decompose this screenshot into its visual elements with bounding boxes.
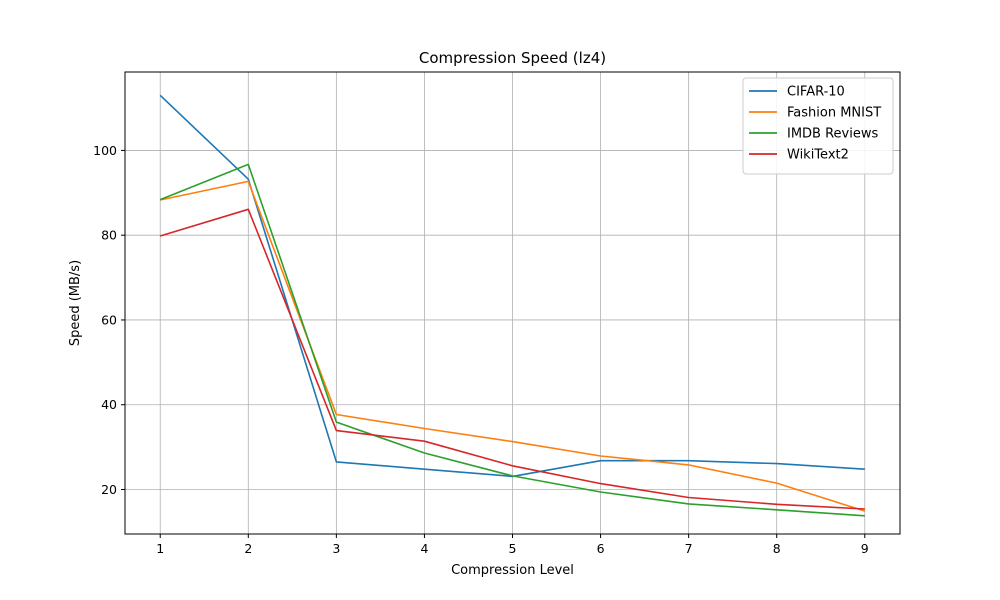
legend-entry-label: IMDB Reviews — [787, 127, 878, 142]
series-lines — [159, 94, 866, 517]
legend-box — [742, 77, 894, 175]
x-axis-label: Compression Level — [451, 563, 574, 578]
x-tick-label: 7 — [685, 541, 693, 556]
y-tick-label: 40 — [101, 397, 117, 412]
legend-entry-label: CIFAR-10 — [787, 85, 845, 100]
x-tick-label: 5 — [509, 541, 517, 556]
x-tick-label: 6 — [597, 541, 605, 556]
series-line-wikitext2 — [159, 208, 865, 510]
x-tick-label: 2 — [244, 541, 252, 556]
legend: CIFAR-10 Fashion MNIST IMDB Reviews WikiTex… — [742, 77, 894, 175]
chart-title: Compression Speed (lz4) — [419, 49, 606, 67]
series-line-fashion-mnist — [160, 180, 866, 512]
x-tick-label: 4 — [420, 541, 428, 556]
y-tick-label: 60 — [101, 312, 117, 327]
legend-entry-label: Fashion MNIST — [787, 106, 881, 121]
x-tick-label: 9 — [861, 541, 869, 556]
legend-entry-label: WikiText2 — [787, 148, 849, 163]
y-tick-label: 80 — [101, 228, 117, 243]
x-tick-label: 8 — [773, 541, 781, 556]
axis-ticks: 1 2 3 4 5 6 7 8 9 20 40 60 80 100 — [93, 143, 869, 556]
x-tick-label: 3 — [332, 541, 340, 556]
y-axis-label: Speed (MB/s) — [68, 260, 83, 346]
y-tick-label: 100 — [93, 143, 117, 158]
x-tick-label: 1 — [156, 541, 164, 556]
y-tick-label: 20 — [101, 482, 117, 497]
series-line-imdb-reviews — [159, 163, 865, 517]
